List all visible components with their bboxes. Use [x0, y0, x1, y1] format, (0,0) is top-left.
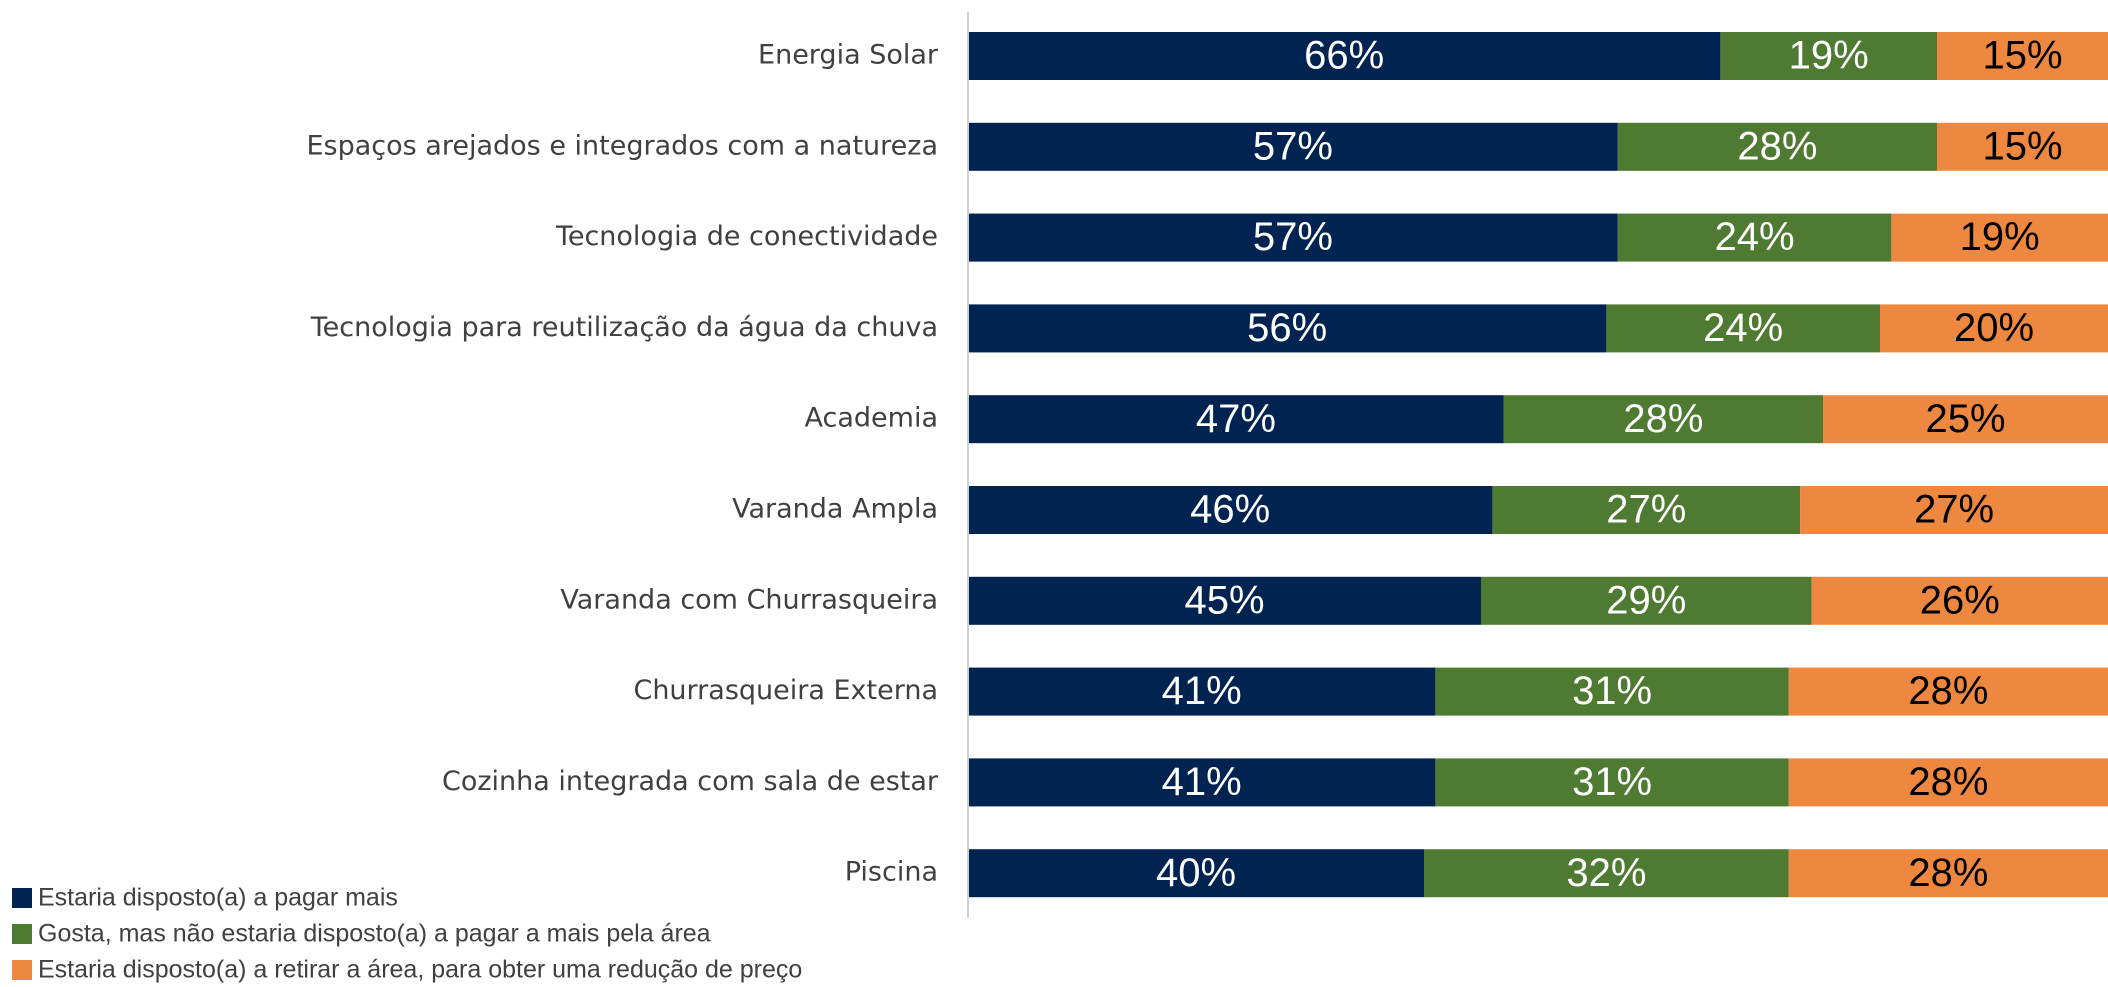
bar-segment — [1937, 32, 2108, 80]
bar-segment — [1811, 576, 2108, 625]
data-label: 19% — [1789, 34, 1869, 78]
bar-segment — [1617, 213, 1892, 262]
data-label: 41% — [1162, 760, 1242, 804]
data-label: 47% — [1196, 397, 1276, 441]
category-label: Varanda Ampla — [732, 494, 938, 525]
data-label: 19% — [1960, 215, 2040, 259]
data-label: 56% — [1247, 306, 1327, 350]
data-label: 40% — [1156, 851, 1236, 895]
bar-segment — [1891, 213, 2108, 262]
bar-segment — [1880, 304, 2108, 353]
bar-segment — [968, 486, 1493, 534]
bar-segment — [968, 122, 1618, 171]
legend-swatch — [12, 888, 32, 908]
category-label: Academia — [805, 403, 938, 434]
bar-segment — [1606, 304, 1880, 353]
category-label: Tecnologia para reutilização da água da … — [310, 312, 938, 343]
bar-segment — [968, 667, 1436, 716]
data-label: 45% — [1184, 578, 1264, 622]
bar-segment — [1617, 122, 1937, 171]
data-label: 41% — [1162, 669, 1242, 713]
bar-segment — [968, 849, 1424, 898]
category-label: Churrasqueira Externa — [633, 675, 938, 706]
bar-segment — [968, 576, 1481, 625]
data-label: 24% — [1703, 306, 1783, 350]
bar-segment — [1788, 667, 2108, 716]
category-label: Energia Solar — [758, 40, 939, 71]
data-label: 15% — [1982, 34, 2062, 78]
legend-label: Estaria disposto(a) a pagar mais — [38, 884, 398, 912]
bar-segment — [1435, 758, 1789, 807]
category-label: Cozinha integrada com sala de estar — [442, 766, 939, 797]
category-label: Tecnologia de conectividade — [555, 221, 938, 252]
data-label: 28% — [1623, 397, 1703, 441]
data-label: 28% — [1908, 851, 1988, 895]
bar-segment — [968, 758, 1436, 807]
bar-segment — [1481, 576, 1812, 625]
data-label: 31% — [1572, 669, 1652, 713]
data-label: 31% — [1572, 760, 1652, 804]
data-label: 25% — [1925, 397, 2005, 441]
data-label: 28% — [1908, 760, 1988, 804]
data-label: 29% — [1606, 578, 1686, 622]
bar-segment — [1492, 486, 1801, 534]
bar-segment — [968, 304, 1607, 353]
bar-segment — [1937, 122, 2108, 171]
data-label: 28% — [1737, 124, 1817, 168]
legend-label: Estaria disposto(a) a retirar a área, pa… — [38, 956, 802, 984]
data-label: 27% — [1914, 488, 1994, 532]
legend-swatch — [12, 924, 32, 944]
data-label: 26% — [1920, 578, 2000, 622]
data-label: 28% — [1908, 669, 1988, 713]
bar-segment — [1720, 32, 1937, 80]
bar-segment — [1823, 395, 2108, 444]
data-label: 20% — [1954, 306, 2034, 350]
bar-segment — [968, 32, 1721, 80]
data-label: 66% — [1304, 34, 1384, 78]
category-label: Varanda com Churrasqueira — [560, 584, 938, 615]
data-label: 32% — [1566, 851, 1646, 895]
bar-segment — [1800, 486, 2108, 534]
category-label: Piscina — [845, 857, 938, 888]
bar-segment — [1503, 395, 1823, 444]
bar-segment — [968, 395, 1504, 444]
bar-segment — [1435, 667, 1789, 716]
category-label: Espaços arejados e integrados com a natu… — [306, 130, 938, 161]
data-label: 46% — [1190, 488, 1270, 532]
bar-segment — [1424, 849, 1789, 898]
data-label: 24% — [1715, 215, 1795, 259]
data-label: 57% — [1253, 124, 1333, 168]
bar-segment — [1788, 849, 2108, 898]
legend-label: Gosta, mas não estaria disposto(a) a pag… — [38, 920, 711, 948]
data-label: 27% — [1606, 488, 1686, 532]
data-label: 57% — [1253, 215, 1333, 259]
bar-segment — [968, 213, 1618, 262]
data-label: 15% — [1982, 124, 2062, 168]
bar-segment — [1788, 758, 2108, 807]
legend-swatch — [12, 960, 32, 980]
